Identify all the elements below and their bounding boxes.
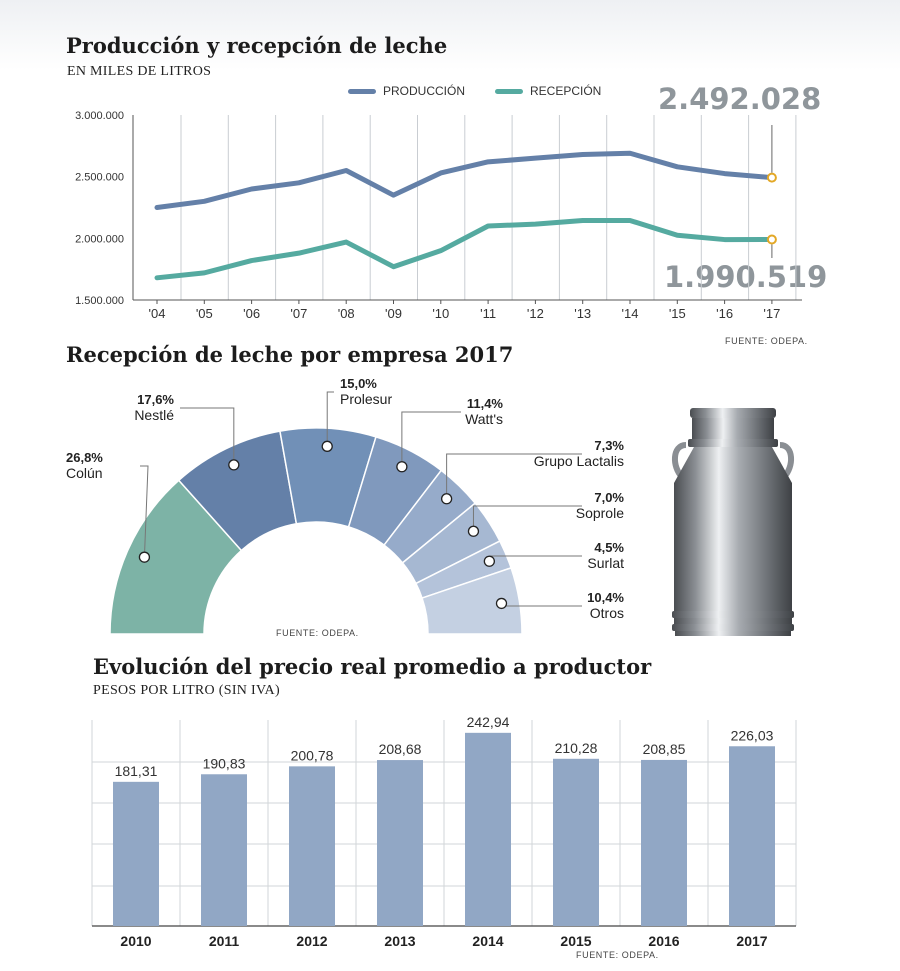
x-tick-label: '12 — [527, 306, 544, 321]
x-tick-label: 2011 — [209, 933, 240, 949]
bar-chart-title: Evolución del precio real promedio a pro… — [93, 654, 652, 679]
callout-recepcion-value: 1.990.519 — [664, 260, 828, 294]
slice-leader-line — [446, 453, 582, 499]
series-line-recepcion — [154, 217, 775, 281]
bar-value-label: 208,68 — [379, 741, 422, 757]
end-marker-recepcion — [766, 234, 777, 245]
line-chart: 3.000.000 2.500.000 2.000.000 1.500.000 '04 '… — [75, 110, 802, 321]
x-tick-label: '09 — [385, 306, 402, 321]
slice-name-label: Grupo Lactalis — [534, 453, 624, 469]
bar-2010 — [113, 781, 159, 926]
x-tick-label: '04 — [149, 306, 166, 321]
x-tick-label: '17 — [763, 306, 780, 321]
bar-value-label: 208,85 — [643, 741, 686, 757]
slice-name-label: Surlat — [587, 555, 624, 571]
bar-chart-subtitle: PESOS POR LITRO (SIN IVA) — [93, 683, 280, 698]
bar-chart: 181,31 2010 190,83 2011 200,78 2012 208,68 2013… — [91, 714, 797, 949]
line-chart-title: Producción y recepción de leche — [66, 33, 448, 58]
slice-marker — [396, 461, 408, 473]
line-chart-subtitle: EN MILES DE LITROS — [67, 64, 212, 79]
x-tick-label: 2017 — [736, 933, 767, 949]
x-tick-label: '05 — [196, 306, 213, 321]
x-tick-label: '14 — [622, 306, 639, 321]
bar-2015 — [553, 758, 599, 926]
slice-name-label: Otros — [590, 605, 624, 621]
slice-leader-line — [401, 411, 461, 467]
series-line-produccion — [154, 150, 775, 210]
slice-name-label: Watt's — [465, 411, 503, 427]
legend-swatch-produccion — [348, 88, 376, 94]
slice-pct-label: 10,4% — [587, 590, 624, 605]
bar-value-label: 190,83 — [203, 755, 246, 771]
slice-marker — [440, 493, 453, 505]
slice-marker — [467, 525, 480, 537]
x-tick-label: 2013 — [384, 933, 415, 949]
x-tick-label: '08 — [338, 306, 355, 321]
slice-leader-line — [140, 465, 149, 558]
callout-produccion-value: 2.492.028 — [658, 82, 822, 116]
bar-2013 — [377, 760, 423, 926]
y-tick-label: 1.500.000 — [75, 295, 124, 307]
x-tick-label: '07 — [290, 306, 307, 321]
x-tick-label: 2014 — [472, 933, 503, 949]
slice-pct-label: 11,4% — [467, 396, 504, 411]
legend-swatch-recepcion — [495, 88, 523, 94]
slice-marker — [321, 440, 333, 452]
slice-name-label: Nestlé — [134, 407, 174, 423]
bar-2012 — [289, 766, 335, 926]
legend-label-recepcion: RECEPCIÓN — [530, 84, 602, 98]
x-tick-label: '10 — [432, 306, 449, 321]
x-tick-label: '15 — [669, 306, 686, 321]
slice-pct-label: 17,6% — [137, 392, 174, 407]
x-tick-label: 2015 — [560, 933, 591, 949]
slice-leader-line — [472, 505, 582, 532]
donut-chart-title: Recepción de leche por empresa 2017 — [66, 342, 514, 367]
x-tick-label: '13 — [574, 306, 591, 321]
slice-otros — [421, 566, 523, 635]
y-tick-label: 2.500.000 — [75, 172, 124, 184]
slice-marker — [495, 597, 508, 610]
slice-name-label: Soprole — [576, 505, 624, 521]
x-tick-label: 2012 — [296, 933, 327, 949]
donut-chart: 26,8%Colún 17,6%Nestlé 15,0%Prolesur 11,4%W… — [66, 376, 624, 635]
y-tick-label: 3.000.000 — [75, 110, 124, 122]
bar-value-label: 210,28 — [555, 740, 598, 756]
y-tick-label: 2.000.000 — [75, 233, 124, 245]
x-tick-label: '16 — [716, 306, 733, 321]
milk-can-icon — [672, 408, 794, 636]
end-marker-produccion — [766, 172, 777, 183]
x-tick-label: 2016 — [648, 933, 679, 949]
bar-value-label: 226,03 — [731, 727, 774, 743]
slice-pct-label: 26,8% — [66, 450, 103, 465]
slice-pct-label: 7,3% — [594, 438, 624, 453]
bar-value-label: 181,31 — [115, 763, 158, 779]
bar-2014 — [465, 732, 511, 926]
slice-pct-label: 15,0% — [340, 376, 377, 391]
slice-pct-label: 7,0% — [594, 490, 624, 505]
slice-leader-line — [326, 391, 334, 447]
slice-pct-label: 4,5% — [594, 540, 624, 555]
donut-chart-source: FUENTE: ODEPA. — [276, 628, 359, 638]
x-tick-label: '06 — [243, 306, 260, 321]
slice-marker — [138, 551, 151, 563]
legend-label-produccion: PRODUCCIÓN — [383, 84, 466, 98]
x-tick-label: 2010 — [120, 933, 151, 949]
bar-chart-source: FUENTE: ODEPA. — [576, 950, 659, 960]
slice-name-label: Prolesur — [340, 391, 392, 407]
slice-leader-line — [180, 407, 235, 465]
slice-marker — [483, 555, 495, 567]
x-tick-label: '11 — [480, 306, 496, 321]
legend-produccion: PRODUCCIÓN — [348, 84, 465, 98]
bar-2011 — [201, 774, 247, 926]
bar-2016 — [641, 759, 687, 926]
slice-name-label: Colún — [66, 465, 103, 481]
slice-marker — [228, 459, 240, 471]
bar-value-label: 242,94 — [467, 714, 510, 730]
line-chart-source: FUENTE: ODEPA. — [725, 336, 808, 346]
legend-recepcion: RECEPCIÓN — [495, 84, 601, 98]
bar-2017 — [729, 746, 775, 926]
bar-value-label: 200,78 — [291, 747, 334, 763]
